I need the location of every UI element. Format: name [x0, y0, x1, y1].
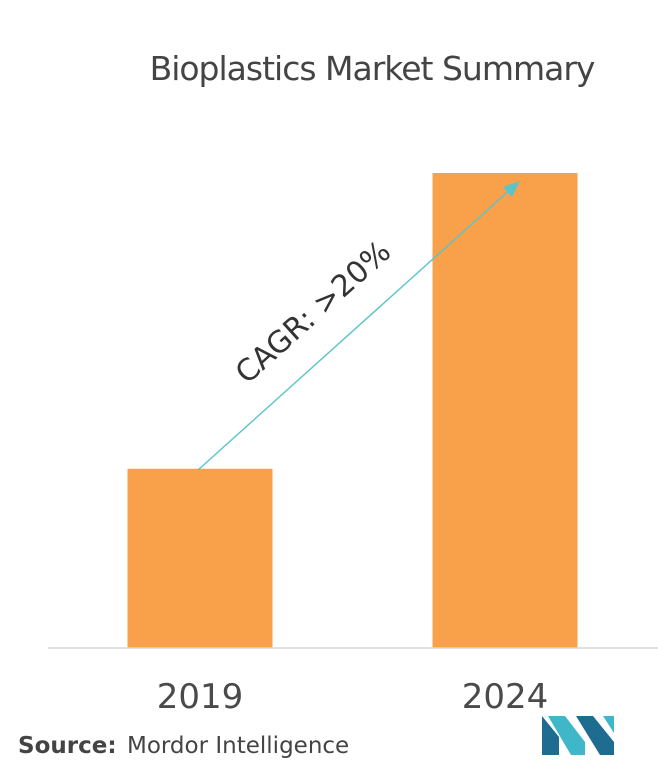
x-axis-tick-labels: 2019 2024 [157, 677, 549, 717]
chart-title: Bioplastics Market Summary [150, 49, 595, 88]
x-tick-label-2024: 2024 [462, 677, 549, 717]
cagr-arrow [197, 181, 520, 471]
source-value: Mordor Intelligence [127, 733, 349, 759]
cagr-arrow-shaft [197, 187, 513, 471]
logo-shape-right-bar [603, 716, 614, 733]
mordor-intelligence-logo-icon [542, 716, 614, 755]
source-label: Source: [18, 733, 117, 759]
bar-2019 [127, 468, 273, 648]
bar-2024 [432, 173, 578, 648]
logo-shape-right [576, 716, 614, 755]
x-tick-label-2019: 2019 [157, 677, 244, 717]
logo-shape-left [542, 716, 559, 755]
cagr-arrow-head [503, 181, 520, 197]
bars-layer [127, 173, 578, 648]
source-line: Source: Mordor Intelligence [18, 733, 349, 759]
logo-shape-mid [548, 716, 585, 755]
